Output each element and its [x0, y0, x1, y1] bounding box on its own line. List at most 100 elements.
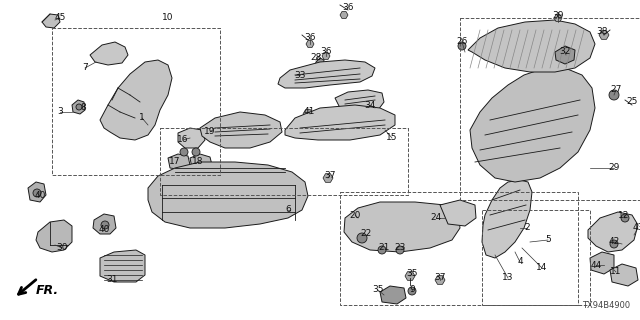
Polygon shape	[278, 60, 375, 88]
Text: 11: 11	[611, 268, 621, 276]
Text: 40: 40	[99, 226, 109, 235]
Polygon shape	[340, 12, 348, 19]
Text: FR.: FR.	[36, 284, 59, 297]
Polygon shape	[306, 41, 314, 47]
Text: 4: 4	[517, 258, 523, 267]
Text: 23: 23	[394, 243, 406, 252]
Text: 21: 21	[378, 243, 390, 252]
Polygon shape	[440, 200, 476, 226]
Polygon shape	[599, 31, 609, 39]
Polygon shape	[468, 20, 595, 72]
Polygon shape	[322, 52, 330, 60]
Polygon shape	[190, 154, 212, 170]
Circle shape	[621, 214, 629, 222]
Text: 36: 36	[320, 47, 332, 57]
Polygon shape	[285, 105, 395, 140]
Text: 39: 39	[552, 12, 564, 20]
Polygon shape	[323, 174, 333, 182]
Polygon shape	[93, 214, 116, 234]
Circle shape	[33, 189, 41, 197]
Polygon shape	[100, 60, 172, 140]
Text: 45: 45	[54, 13, 66, 22]
Polygon shape	[405, 272, 415, 280]
Polygon shape	[148, 162, 308, 228]
Text: 18: 18	[192, 157, 204, 166]
Text: 33: 33	[294, 70, 306, 79]
Text: 3: 3	[57, 108, 63, 116]
Polygon shape	[42, 14, 60, 28]
Polygon shape	[588, 212, 638, 252]
Text: 34: 34	[364, 100, 376, 109]
Polygon shape	[344, 202, 460, 252]
Text: 31: 31	[106, 276, 118, 284]
Polygon shape	[178, 128, 205, 148]
Circle shape	[180, 148, 188, 156]
Polygon shape	[470, 68, 595, 182]
Text: 14: 14	[536, 263, 548, 273]
Circle shape	[610, 240, 618, 248]
Polygon shape	[100, 250, 145, 282]
Text: 36: 36	[342, 4, 354, 12]
Circle shape	[378, 246, 386, 254]
Text: 28: 28	[310, 52, 322, 61]
Text: 29: 29	[608, 164, 620, 172]
Text: 42: 42	[609, 237, 620, 246]
Circle shape	[101, 221, 109, 229]
Text: 19: 19	[204, 127, 216, 137]
Text: 10: 10	[163, 13, 173, 22]
Text: 22: 22	[360, 228, 372, 237]
Circle shape	[396, 246, 404, 254]
Polygon shape	[36, 220, 72, 252]
Polygon shape	[335, 90, 384, 112]
Polygon shape	[28, 182, 46, 202]
Circle shape	[76, 104, 82, 110]
Text: 43: 43	[632, 223, 640, 233]
Text: 44: 44	[590, 260, 602, 269]
Text: 41: 41	[303, 108, 315, 116]
Text: 13: 13	[502, 274, 514, 283]
Polygon shape	[200, 112, 282, 148]
Text: 1: 1	[139, 114, 145, 123]
Polygon shape	[610, 264, 638, 286]
Text: 27: 27	[611, 85, 621, 94]
Bar	[460, 18, 640, 200]
Text: 26: 26	[456, 37, 468, 46]
Text: 30: 30	[56, 244, 68, 252]
Text: 38: 38	[596, 28, 608, 36]
Polygon shape	[482, 180, 532, 258]
Polygon shape	[554, 14, 562, 21]
Text: 9: 9	[409, 285, 415, 294]
Circle shape	[357, 233, 367, 243]
Text: 17: 17	[169, 157, 180, 166]
Bar	[482, 210, 590, 305]
Text: 35: 35	[372, 285, 384, 294]
Polygon shape	[435, 276, 445, 284]
Polygon shape	[90, 42, 128, 65]
Text: 12: 12	[618, 211, 630, 220]
Polygon shape	[303, 110, 313, 118]
Polygon shape	[72, 100, 85, 114]
Text: 40: 40	[35, 191, 45, 201]
Text: 36: 36	[304, 34, 316, 43]
Circle shape	[192, 148, 200, 156]
Text: 25: 25	[627, 98, 637, 107]
Circle shape	[408, 287, 416, 295]
Text: 8: 8	[80, 103, 86, 113]
Text: 37: 37	[324, 171, 336, 180]
Polygon shape	[590, 252, 614, 274]
Polygon shape	[168, 154, 190, 170]
Text: 6: 6	[285, 205, 291, 214]
Text: 5: 5	[545, 236, 551, 244]
Text: 32: 32	[559, 47, 571, 57]
Text: 37: 37	[435, 274, 445, 283]
Bar	[160, 128, 408, 195]
Polygon shape	[555, 46, 575, 64]
Circle shape	[609, 90, 619, 100]
Text: 24: 24	[430, 213, 442, 222]
Text: 2: 2	[524, 223, 530, 233]
Text: 16: 16	[177, 135, 189, 145]
Polygon shape	[315, 58, 324, 68]
Text: TX94B4900: TX94B4900	[582, 301, 630, 310]
Bar	[340, 192, 578, 305]
Text: 20: 20	[349, 211, 361, 220]
